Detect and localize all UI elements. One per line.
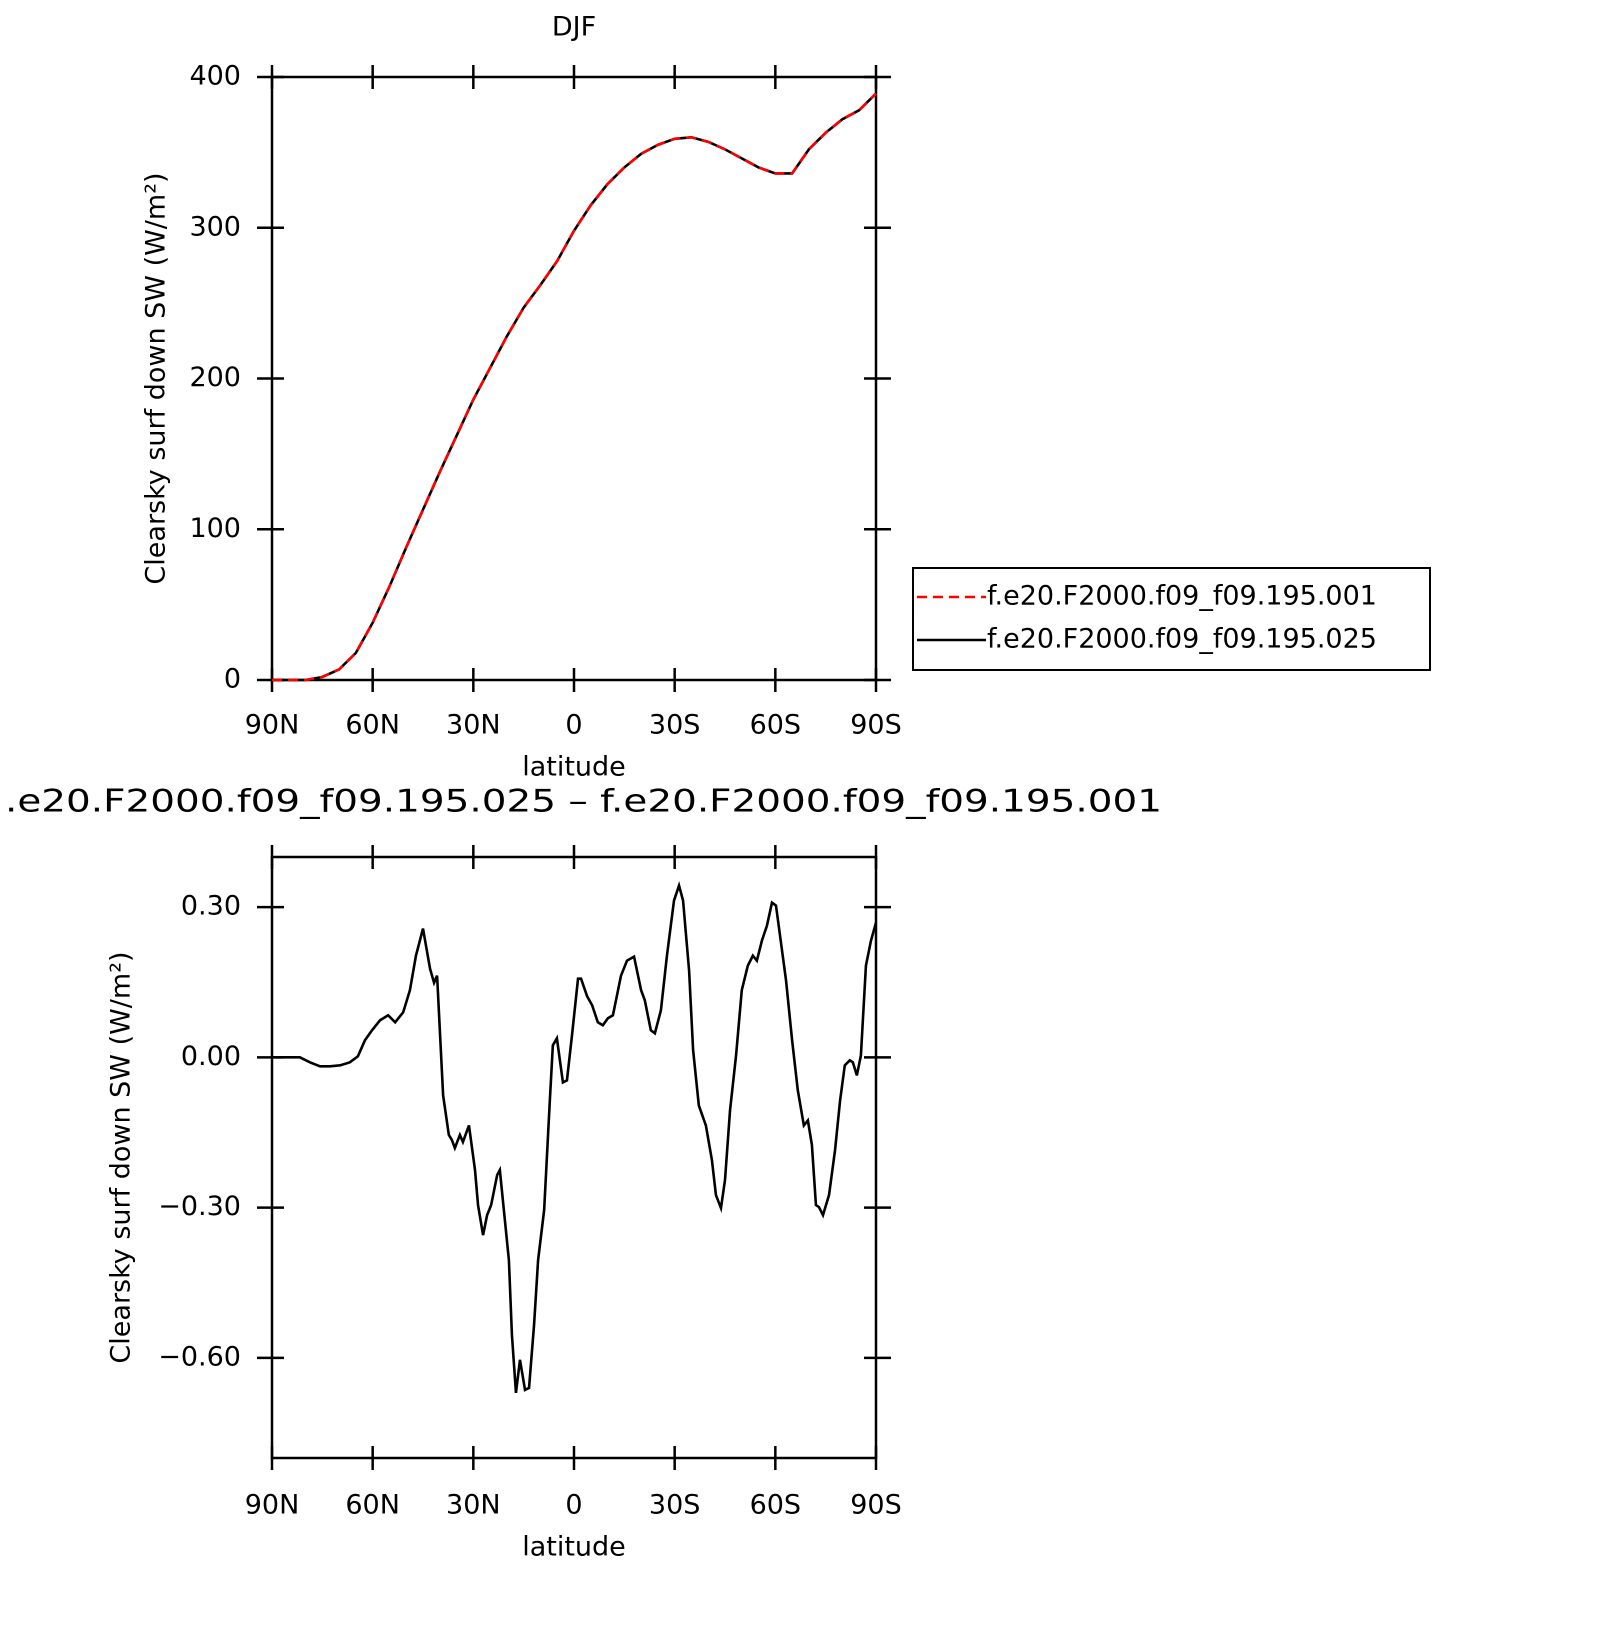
y-axis-label: Clearsky surf down SW (W/m²) <box>141 172 172 584</box>
x-tick-label: 90N <box>245 710 300 741</box>
plot-lines <box>272 881 878 1394</box>
y-tick-label: −0.30 <box>158 1191 241 1222</box>
y-tick-label: 300 <box>189 211 241 242</box>
x-tick-label: 30N <box>446 1490 501 1521</box>
x-tick-label: 0 <box>565 1490 582 1521</box>
legend-box <box>912 567 1431 671</box>
legend-label: f.e20.F2000.f09_f09.195.001 <box>987 581 1377 612</box>
legend-label: f.e20.F2000.f09_f09.195.025 <box>987 624 1377 655</box>
x-axis-label: latitude <box>522 1532 626 1563</box>
x-tick-label: 30N <box>446 710 501 741</box>
x-tick-label: 60N <box>345 1490 400 1521</box>
y-axis-label: Clearsky surf down SW (W/m²) <box>106 951 137 1363</box>
y-tick-label: 0.00 <box>181 1041 241 1072</box>
x-tick-label: 60S <box>750 1490 802 1521</box>
data-line <box>272 92 877 682</box>
x-tick-label: 90S <box>850 1490 902 1521</box>
x-tick-label: 0 <box>565 710 582 741</box>
y-tick-label: 0 <box>224 664 241 695</box>
chart-title: .e20.F2000.f09_f09.195.025 – f.e20.F2000… <box>5 784 1162 820</box>
chart-panel: .e20.F2000.f09_f09.195.025 – f.e20.F2000… <box>5 784 1162 1563</box>
y-tick-label: 100 <box>189 513 241 544</box>
x-tick-label: 90N <box>245 1490 300 1521</box>
x-axis-label: latitude <box>522 752 626 783</box>
plot-frame <box>270 75 878 682</box>
y-tick-label: 400 <box>189 61 241 92</box>
x-tick-label: 30S <box>649 1490 701 1521</box>
x-tick-label: 30S <box>649 710 701 741</box>
y-tick-label: 200 <box>189 362 241 393</box>
data-line <box>272 92 877 682</box>
legend: f.e20.F2000.f09_f09.195.001 f.e20.F2000.f… <box>912 567 1431 671</box>
chart-panel: DJF latitude Clearsky surf down SW (W/m²) 9… <box>141 12 902 783</box>
x-tick-label: 90S <box>850 710 902 741</box>
data-line <box>272 881 878 1394</box>
y-tick-label: −0.60 <box>158 1341 241 1372</box>
y-tick-label: 0.30 <box>181 891 241 922</box>
x-tick-label: 60S <box>750 710 802 741</box>
plot-frame <box>270 855 878 1460</box>
x-tick-label: 60N <box>345 710 400 741</box>
chart-title: DJF <box>552 12 596 43</box>
plot-lines <box>272 92 877 682</box>
